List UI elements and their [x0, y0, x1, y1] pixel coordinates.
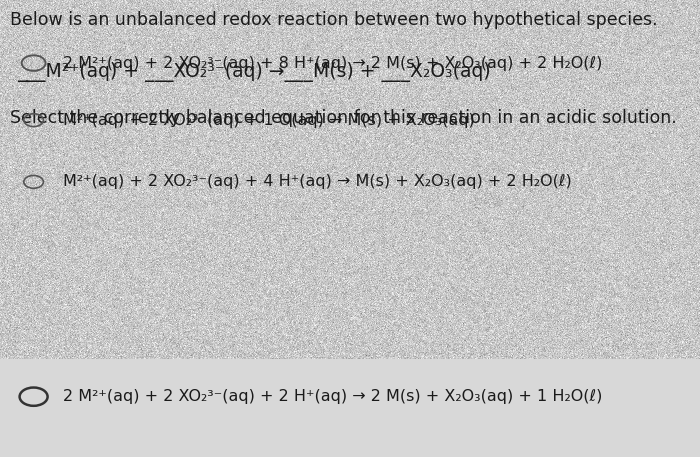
FancyBboxPatch shape — [0, 359, 700, 457]
Text: ___M²⁺(aq) + ___XO₂³⁻(aq) →___M(s) + ___X₂O₃(aq): ___M²⁺(aq) + ___XO₂³⁻(aq) →___M(s) + ___… — [18, 62, 491, 82]
Text: 2 M²⁺(aq) + 2 XO₂³⁻(aq) + 8 H⁺(aq) → 2 M(s) + X₂O₃(aq) + 2 H₂O(ℓ): 2 M²⁺(aq) + 2 XO₂³⁻(aq) + 8 H⁺(aq) → 2 M… — [63, 56, 603, 70]
Text: 2 M²⁺(aq) + 2 XO₂³⁻(aq) + 2 H⁺(aq) → 2 M(s) + X₂O₃(aq) + 1 H₂O(ℓ): 2 M²⁺(aq) + 2 XO₂³⁻(aq) + 2 H⁺(aq) → 2 M… — [63, 389, 603, 404]
Text: M²⁺(aq) + 2 XO₂³⁻(aq) + 1 O(aq) → M(s) + X₂O₃(aq): M²⁺(aq) + 2 XO₂³⁻(aq) + 1 O(aq) → M(s) +… — [63, 113, 475, 128]
Text: Select the correctly balanced equation for this reaction in an acidic solution.: Select the correctly balanced equation f… — [10, 109, 678, 127]
Text: Below is an unbalanced redox reaction between two hypothetical species.: Below is an unbalanced redox reaction be… — [10, 11, 658, 29]
Text: M²⁺(aq) + 2 XO₂³⁻(aq) + 4 H⁺(aq) → M(s) + X₂O₃(aq) + 2 H₂O(ℓ): M²⁺(aq) + 2 XO₂³⁻(aq) + 4 H⁺(aq) → M(s) … — [63, 175, 572, 189]
